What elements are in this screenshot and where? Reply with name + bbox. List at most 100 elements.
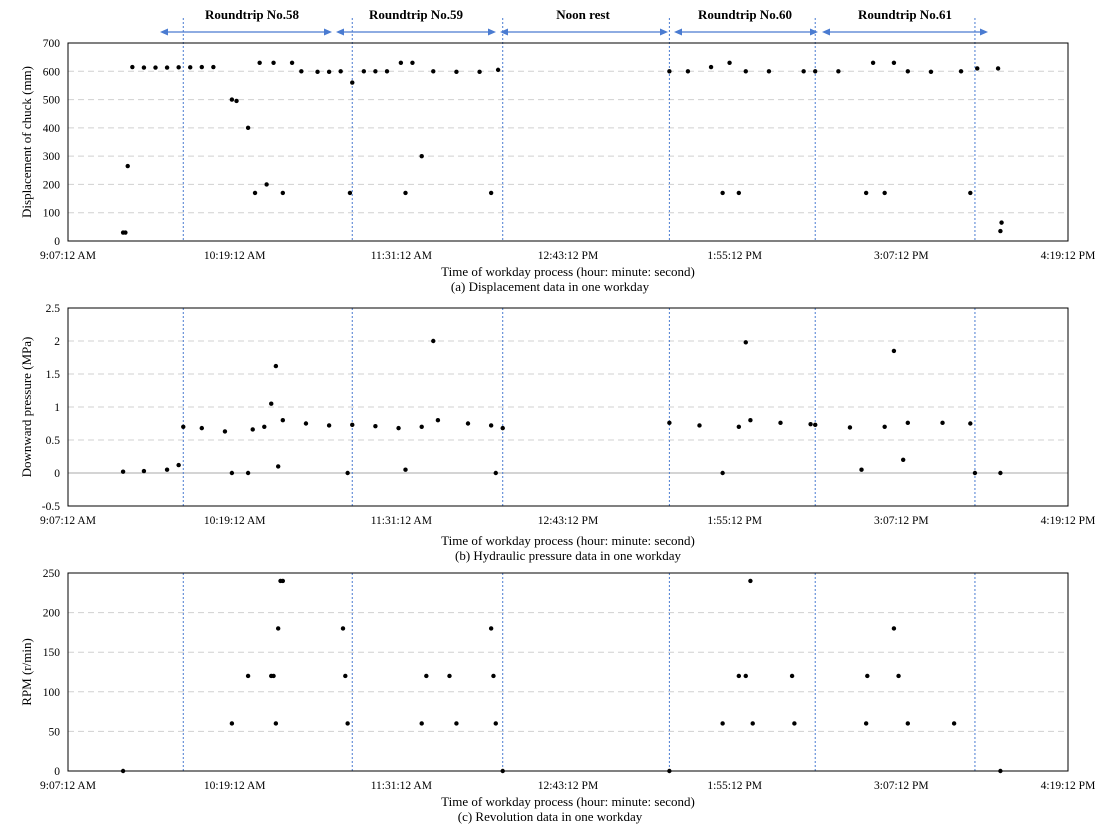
data-point: [999, 220, 1004, 225]
x-tick-label: 4:19:12 PM: [1041, 250, 1096, 262]
data-point: [419, 153, 424, 159]
data-point: [488, 190, 494, 196]
data-point: [229, 721, 235, 726]
data-point: [188, 65, 193, 70]
data-point: [289, 60, 295, 65]
data-point: [130, 64, 135, 70]
y-axis-title: RPM (r/min): [19, 638, 34, 706]
data-point: [488, 626, 494, 631]
data-point: [326, 69, 332, 75]
data-point: [454, 69, 459, 75]
data-point: [891, 60, 897, 65]
y-tick-label: 2: [54, 336, 60, 348]
phase-arrowhead-left-58: [160, 28, 168, 36]
phase-roundtrip-61: Roundtrip No.61: [822, 7, 988, 36]
data-point: [863, 190, 869, 196]
y-tick-label: 300: [43, 151, 61, 163]
data-point: [345, 470, 350, 476]
x-tick-label: 9:07:12 AM: [40, 780, 96, 792]
data-point: [396, 425, 401, 431]
data-point: [865, 673, 870, 679]
panel-pressure: -0.5 0 0.5 1 1.5 2 2.5 9:07:12 AM 10:19:12 AM 11…: [19, 303, 1095, 563]
data-marks: [120, 60, 1004, 235]
data-point: [181, 424, 186, 429]
y-tick-label: 200: [43, 608, 61, 620]
data-point: [748, 418, 753, 423]
phase-arrowhead-left-noon: [500, 28, 508, 36]
data-point: [708, 64, 714, 70]
data-point: [431, 338, 436, 344]
data-point: [836, 69, 841, 74]
data-point: [975, 66, 980, 71]
y-tick-label: -0.5: [42, 501, 60, 513]
data-point: [495, 67, 501, 73]
phase-noon-rest: Noon rest: [500, 7, 668, 36]
y-tick-labels: 0 50 100 150 200 250: [43, 568, 61, 778]
data-point: [361, 69, 367, 74]
data-point: [245, 673, 251, 679]
y-tick-label: 500: [43, 95, 61, 107]
phase-roundtrip-58: Roundtrip No.58: [160, 7, 332, 36]
data-point: [176, 462, 181, 468]
data-point: [789, 673, 795, 679]
data-point: [303, 421, 309, 426]
data-point: [727, 60, 732, 65]
data-point: [273, 721, 279, 726]
data-point: [384, 69, 390, 74]
data-point: [373, 69, 378, 74]
x-tick-label: 12:43:12 PM: [538, 515, 598, 527]
data-point: [477, 69, 482, 75]
phase-arrowhead-left-60: [674, 28, 682, 36]
data-point: [736, 424, 742, 429]
data-point: [743, 340, 748, 345]
data-point: [262, 424, 267, 429]
x-tick-labels: 9:07:12 AM 10:19:12 AM 11:31:12 AM 12:43:12…: [40, 250, 1095, 262]
data-point: [748, 578, 753, 584]
x-axis-title: Time of workday process (hour: minute: s…: [441, 794, 695, 809]
y-tick-label: 600: [43, 66, 61, 78]
phase-header: Roundtrip No.58 Roundtrip No.59 Noon res…: [160, 7, 988, 36]
data-point: [164, 467, 170, 472]
data-point: [905, 69, 911, 74]
gridlines: [68, 612, 1068, 732]
y-tick-label: 150: [43, 647, 61, 659]
data-point: [252, 190, 258, 196]
phase-dividers: [182, 573, 976, 771]
data-point: [431, 69, 436, 74]
data-point: [998, 228, 1003, 234]
data-point: [697, 423, 702, 428]
x-tick-label: 10:19:12 AM: [204, 515, 266, 527]
y-tick-label: 100: [43, 687, 61, 699]
data-point: [273, 363, 279, 369]
x-tick-label: 9:07:12 AM: [40, 250, 96, 262]
data-point: [928, 69, 934, 75]
phase-label-58: Roundtrip No.58: [205, 7, 299, 22]
data-point: [813, 69, 818, 74]
phase-arrowhead-left-59: [336, 28, 344, 36]
phase-arrowhead-right-60: [810, 28, 818, 36]
data-marks: [120, 578, 1003, 774]
plot-frame: [67, 307, 1069, 507]
data-point: [347, 190, 353, 196]
data-point: [736, 673, 742, 679]
phase-arrowhead-left-61: [822, 28, 830, 36]
data-point: [743, 673, 748, 679]
x-axis-title: Time of workday process (hour: minute: s…: [441, 533, 695, 548]
x-tick-label: 11:31:12 AM: [371, 250, 432, 262]
data-point: [905, 420, 911, 426]
y-tick-label: 700: [43, 38, 61, 50]
data-point: [199, 425, 204, 431]
x-tick-label: 10:19:12 AM: [204, 250, 266, 262]
data-point: [859, 467, 864, 472]
phase-label-61: Roundtrip No.61: [858, 7, 952, 22]
x-tick-label: 1:55:12 PM: [707, 780, 762, 792]
data-point: [350, 422, 355, 428]
y-tick-label: 0: [54, 236, 60, 248]
x-tick-label: 11:31:12 AM: [371, 515, 432, 527]
data-point: [419, 721, 424, 726]
data-point: [123, 230, 128, 235]
data-point: [720, 721, 725, 726]
data-point: [972, 470, 978, 476]
data-point: [141, 65, 147, 70]
data-marks: [120, 338, 1003, 476]
